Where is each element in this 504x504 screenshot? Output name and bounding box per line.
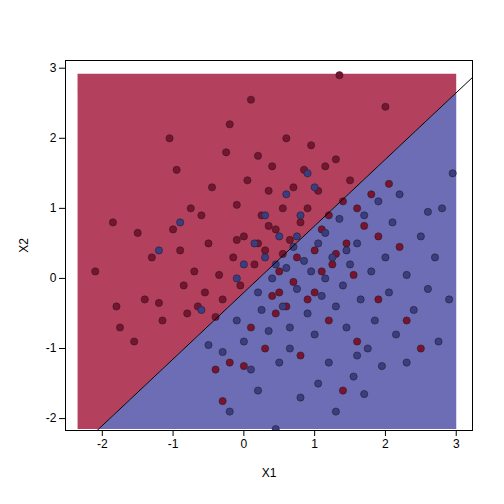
svg-text:2: 2: [382, 437, 389, 451]
svg-text:3: 3: [453, 437, 460, 451]
svg-text:1: 1: [311, 437, 318, 451]
svg-text:-2: -2: [46, 411, 57, 425]
svg-text:-1: -1: [168, 437, 179, 451]
svg-text:X2: X2: [17, 238, 31, 253]
svg-text:0: 0: [241, 437, 248, 451]
svg-text:3: 3: [50, 61, 57, 75]
svg-text:2: 2: [50, 131, 57, 145]
svg-text:X1: X1: [262, 466, 277, 480]
svg-text:0: 0: [50, 271, 57, 285]
svg-text:1: 1: [50, 201, 57, 215]
svg-text:-2: -2: [97, 437, 108, 451]
svg-text:-1: -1: [46, 341, 57, 355]
